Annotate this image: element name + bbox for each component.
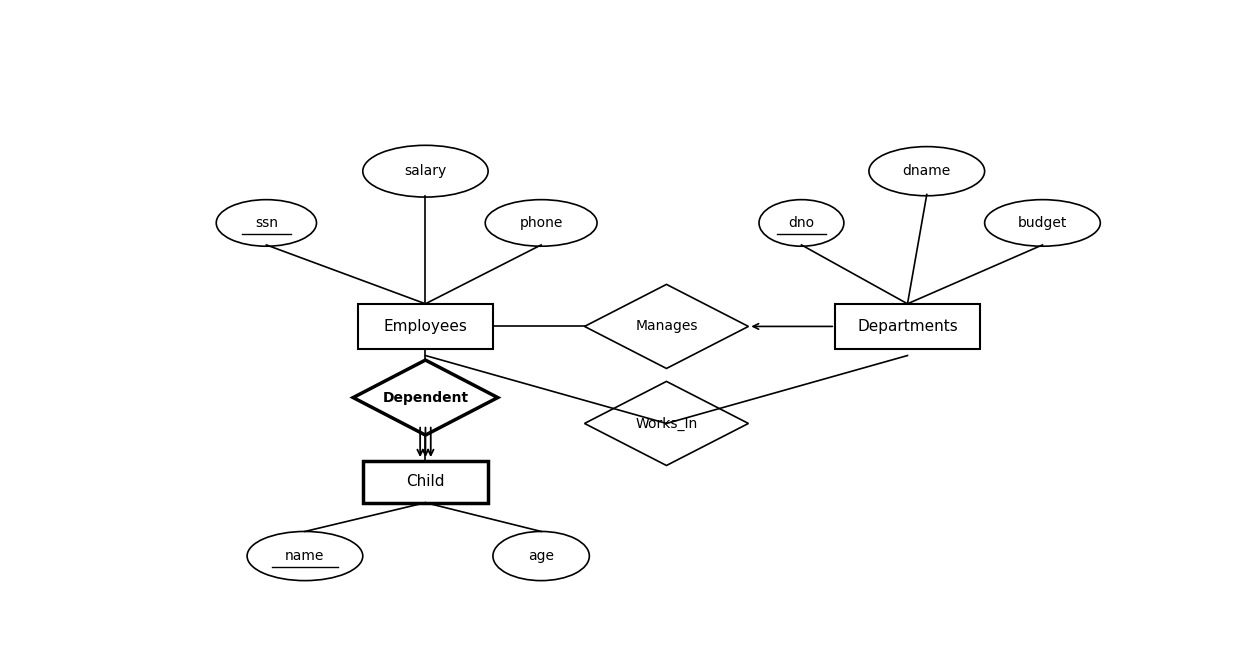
Text: Manages: Manages bbox=[636, 319, 698, 333]
Text: age: age bbox=[529, 549, 554, 563]
Text: Employees: Employees bbox=[383, 319, 468, 334]
Text: dname: dname bbox=[903, 164, 950, 178]
Text: Works_In: Works_In bbox=[636, 417, 698, 431]
Text: Child: Child bbox=[407, 474, 444, 489]
Bar bbox=[358, 304, 493, 349]
Text: salary: salary bbox=[404, 164, 447, 178]
Bar bbox=[835, 304, 980, 349]
Text: dno: dno bbox=[789, 216, 815, 230]
Text: phone: phone bbox=[520, 216, 562, 230]
Bar bbox=[363, 460, 488, 503]
Text: budget: budget bbox=[1018, 216, 1067, 230]
Text: name: name bbox=[285, 549, 325, 563]
Text: Dependent: Dependent bbox=[382, 390, 469, 405]
Text: ssn: ssn bbox=[255, 216, 277, 230]
Text: Departments: Departments bbox=[857, 319, 958, 334]
